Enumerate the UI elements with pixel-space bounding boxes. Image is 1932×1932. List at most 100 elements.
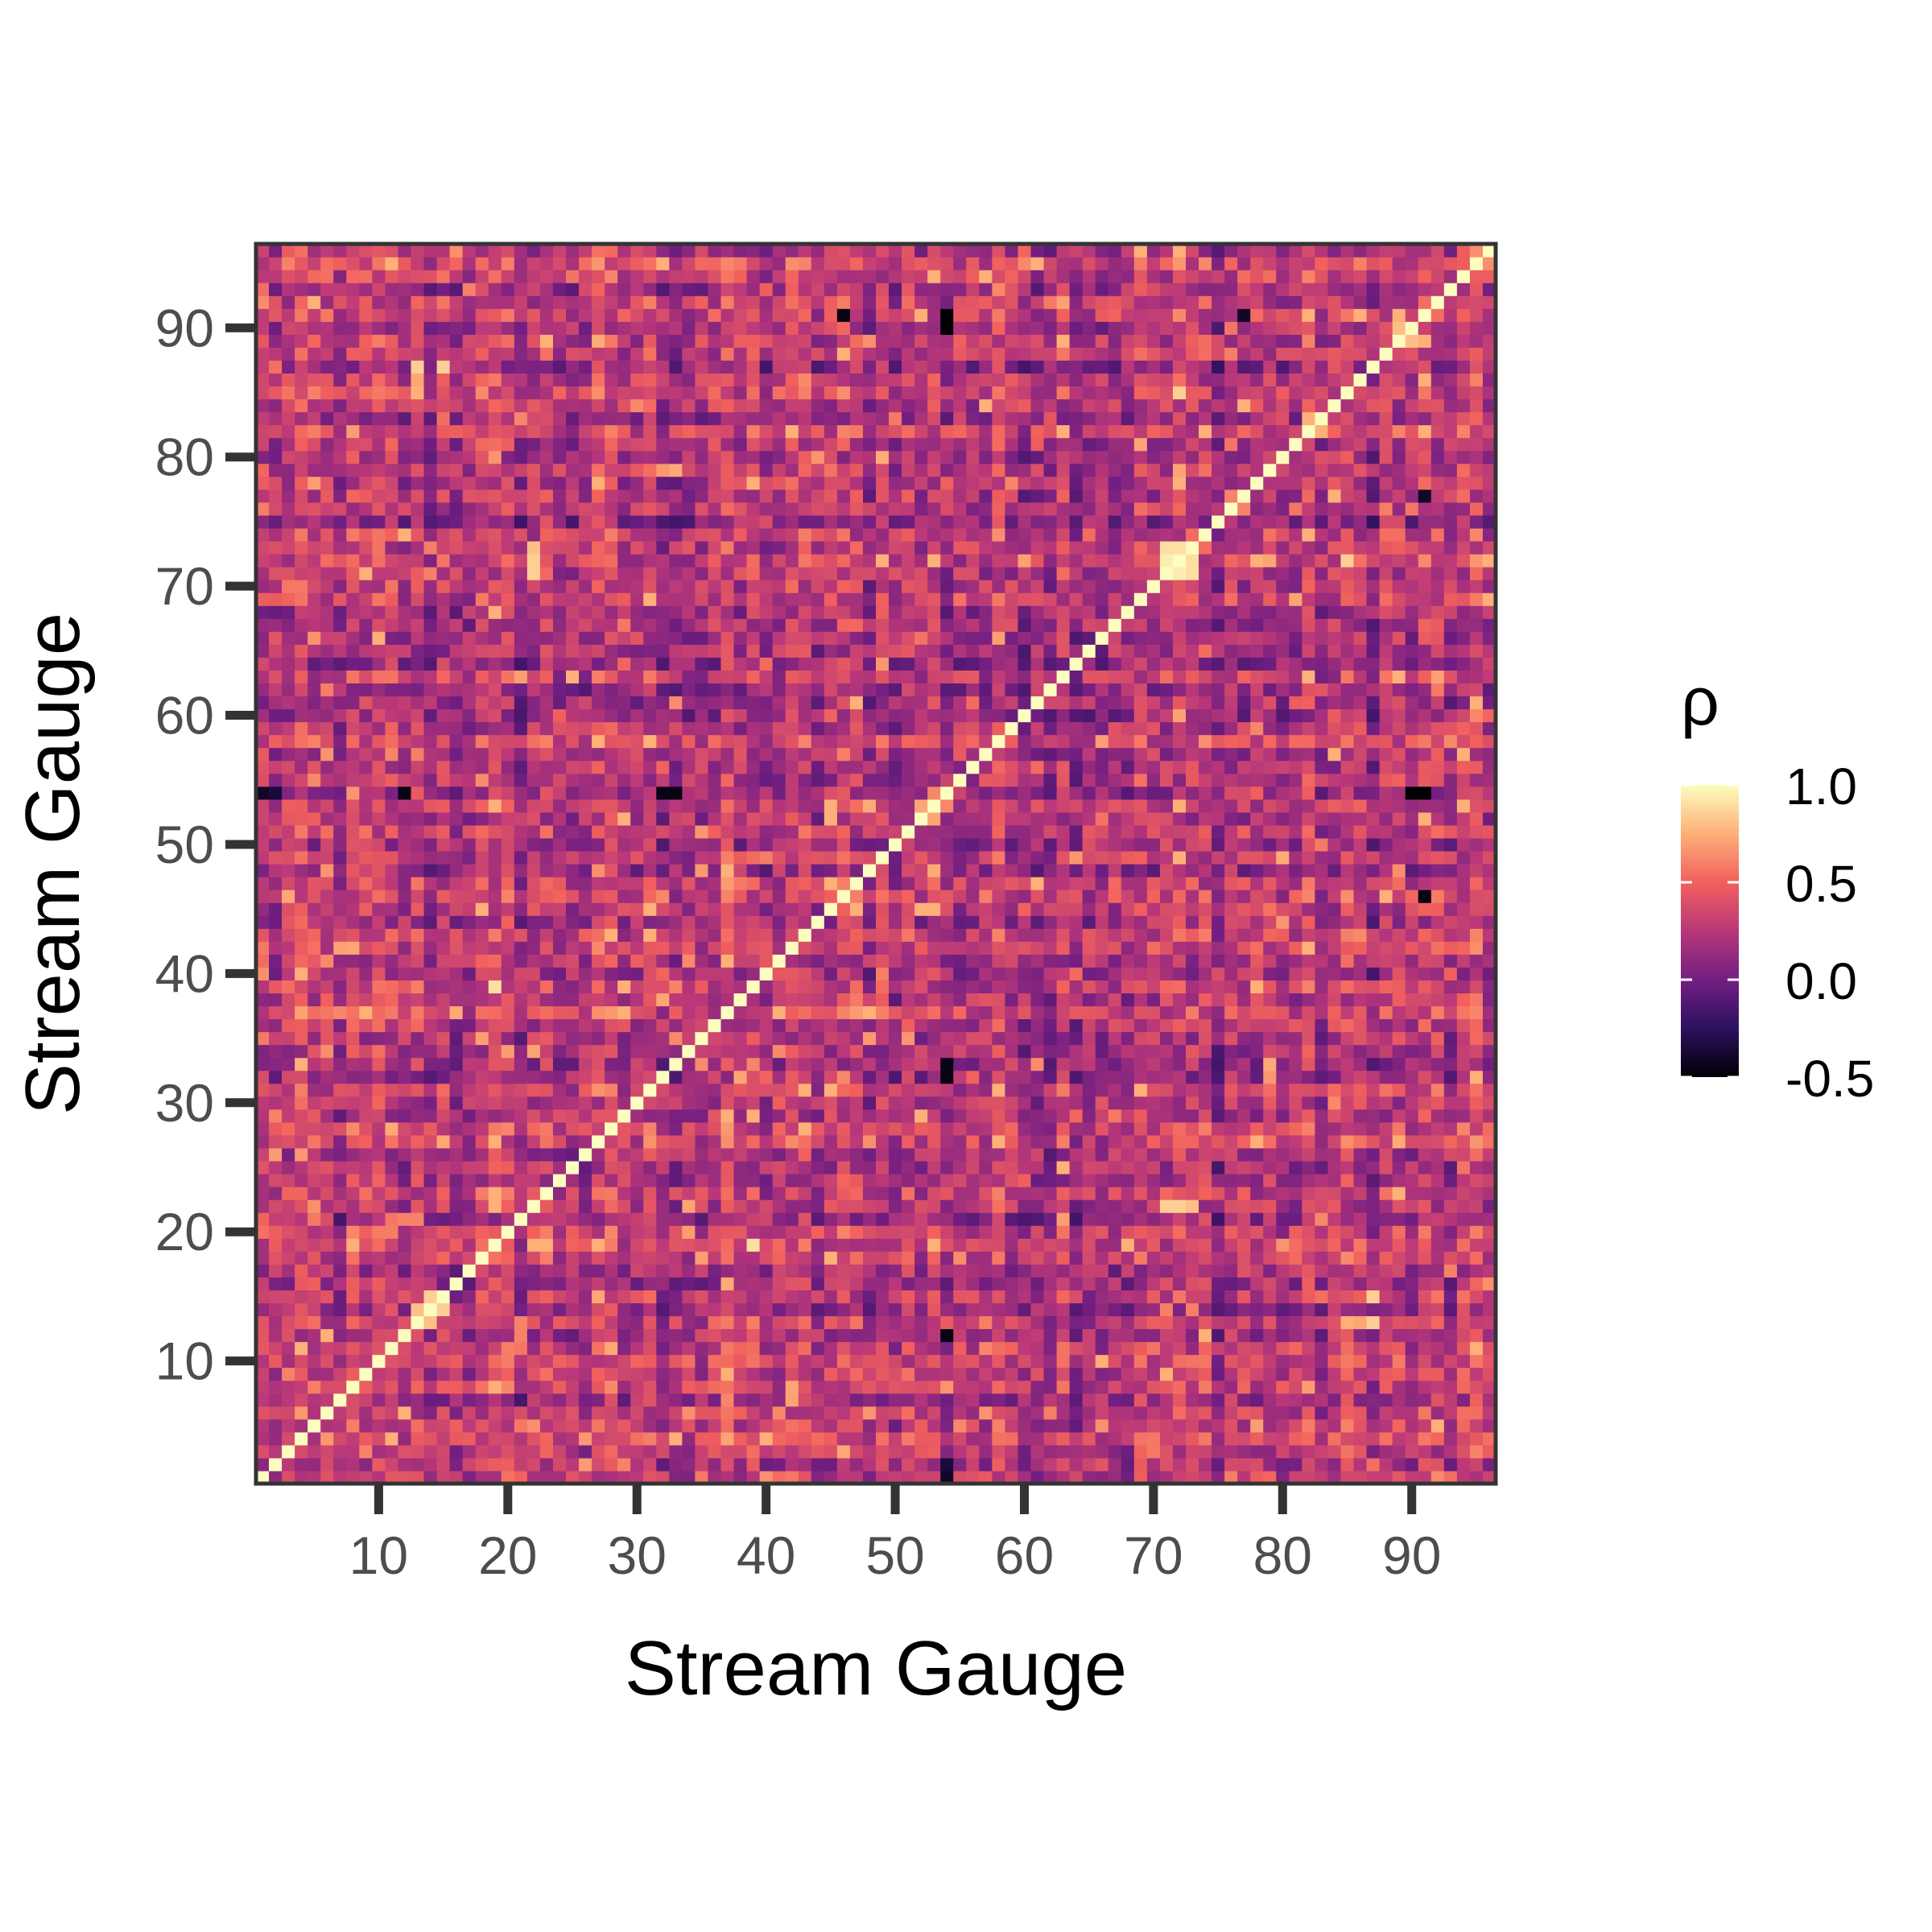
heatmap-cell bbox=[889, 424, 902, 439]
heatmap-cell bbox=[759, 527, 774, 542]
heatmap-cell bbox=[849, 915, 864, 929]
heatmap-cell bbox=[746, 1328, 761, 1343]
heatmap-cell bbox=[411, 244, 425, 258]
heatmap-cell bbox=[720, 1018, 735, 1033]
heatmap-cell bbox=[295, 592, 308, 606]
heatmap-cell bbox=[333, 683, 347, 697]
heatmap-cell bbox=[514, 954, 528, 968]
heatmap-cell bbox=[449, 824, 464, 839]
heatmap-cell bbox=[759, 489, 774, 503]
heatmap-cell bbox=[811, 1444, 825, 1459]
heatmap-cell bbox=[462, 1341, 477, 1356]
heatmap-cell bbox=[592, 1147, 605, 1162]
heatmap-cell bbox=[359, 1341, 373, 1356]
heatmap-cell bbox=[695, 605, 709, 619]
heatmap-cell bbox=[398, 411, 412, 426]
heatmap-cell bbox=[656, 799, 670, 813]
heatmap-cell bbox=[824, 773, 838, 787]
heatmap-cell bbox=[927, 1470, 941, 1484]
heatmap-cell bbox=[914, 670, 928, 684]
heatmap-cell bbox=[811, 670, 825, 684]
heatmap-cell bbox=[282, 411, 295, 426]
heatmap-cell bbox=[308, 644, 321, 658]
heatmap-cell bbox=[308, 1018, 321, 1033]
heatmap-cell bbox=[914, 1367, 928, 1381]
heatmap-cell bbox=[449, 734, 464, 749]
heatmap-cell bbox=[914, 967, 928, 980]
heatmap-cell bbox=[333, 631, 347, 645]
heatmap-cell bbox=[436, 967, 451, 980]
heatmap-cell bbox=[708, 321, 722, 335]
heatmap-cell bbox=[295, 786, 308, 800]
heatmap-cell bbox=[720, 244, 735, 258]
heatmap-cell bbox=[269, 1302, 283, 1317]
heatmap-cell bbox=[605, 1302, 618, 1317]
heatmap-cell bbox=[798, 1083, 812, 1097]
heatmap-cell bbox=[462, 1187, 477, 1200]
heatmap-cell bbox=[539, 1108, 554, 1123]
heatmap-cell bbox=[862, 618, 877, 632]
heatmap-cell bbox=[876, 580, 890, 593]
heatmap-cell bbox=[605, 1315, 618, 1330]
heatmap-cell bbox=[488, 993, 502, 1007]
heatmap-cell bbox=[539, 1212, 554, 1226]
heatmap-cell bbox=[423, 1418, 438, 1433]
heatmap-cell bbox=[889, 1134, 902, 1149]
heatmap-cell bbox=[682, 644, 696, 658]
heatmap-cell bbox=[682, 967, 696, 980]
heatmap-cell bbox=[552, 321, 567, 335]
heatmap-cell bbox=[320, 1277, 334, 1290]
heatmap-cell bbox=[566, 1018, 580, 1033]
heatmap-cell bbox=[385, 734, 399, 749]
heatmap-cell bbox=[398, 1083, 412, 1097]
heatmap-cell bbox=[902, 592, 915, 606]
heatmap-cell bbox=[669, 1393, 683, 1407]
heatmap-cell bbox=[695, 540, 709, 555]
heatmap-cell bbox=[720, 850, 735, 865]
heatmap-cell bbox=[862, 1225, 877, 1239]
heatmap-cell bbox=[411, 1290, 425, 1304]
heatmap-cell bbox=[695, 527, 709, 542]
heatmap-cell bbox=[359, 554, 373, 568]
heatmap-cell bbox=[605, 824, 618, 839]
heatmap-cell bbox=[785, 1174, 799, 1187]
heatmap-cell bbox=[372, 721, 386, 736]
heatmap-cell bbox=[566, 1121, 580, 1136]
heatmap-cell bbox=[785, 1212, 799, 1226]
heatmap-cell bbox=[282, 527, 295, 542]
heatmap-cell bbox=[824, 1083, 838, 1097]
heatmap-cell bbox=[385, 592, 399, 606]
heatmap-cell bbox=[746, 954, 761, 968]
heatmap-cell bbox=[514, 915, 528, 929]
heatmap-cell bbox=[566, 1457, 580, 1472]
heatmap-cell bbox=[308, 1031, 321, 1046]
heatmap-cell bbox=[579, 514, 592, 529]
heatmap-cell bbox=[630, 424, 644, 439]
heatmap-cell bbox=[269, 411, 283, 426]
heatmap-cell bbox=[411, 721, 425, 736]
heatmap-cell bbox=[269, 1264, 283, 1278]
heatmap-cell bbox=[617, 811, 631, 826]
heatmap-cell bbox=[914, 1212, 928, 1226]
heatmap-cell bbox=[462, 1070, 477, 1084]
heatmap-cell bbox=[720, 1315, 735, 1330]
heatmap-cell bbox=[539, 850, 554, 865]
heatmap-cell bbox=[733, 683, 748, 697]
heatmap-cell bbox=[552, 244, 567, 258]
heatmap-cell bbox=[889, 850, 902, 865]
heatmap-cell bbox=[308, 837, 321, 852]
heatmap-cell bbox=[836, 696, 851, 710]
heatmap-cell bbox=[514, 347, 528, 361]
heatmap-cell bbox=[566, 747, 580, 762]
heatmap-cell bbox=[914, 734, 928, 749]
heatmap-cell bbox=[579, 993, 592, 1007]
heatmap-cell bbox=[552, 631, 567, 645]
heatmap-cell bbox=[605, 554, 618, 568]
heatmap-cell bbox=[759, 295, 774, 309]
heatmap-cell bbox=[592, 592, 605, 606]
heatmap-cell bbox=[836, 941, 851, 955]
heatmap-cell bbox=[282, 786, 295, 800]
heatmap-cell bbox=[862, 1096, 877, 1110]
heatmap-cell bbox=[746, 670, 761, 684]
heatmap-cell bbox=[295, 618, 308, 632]
